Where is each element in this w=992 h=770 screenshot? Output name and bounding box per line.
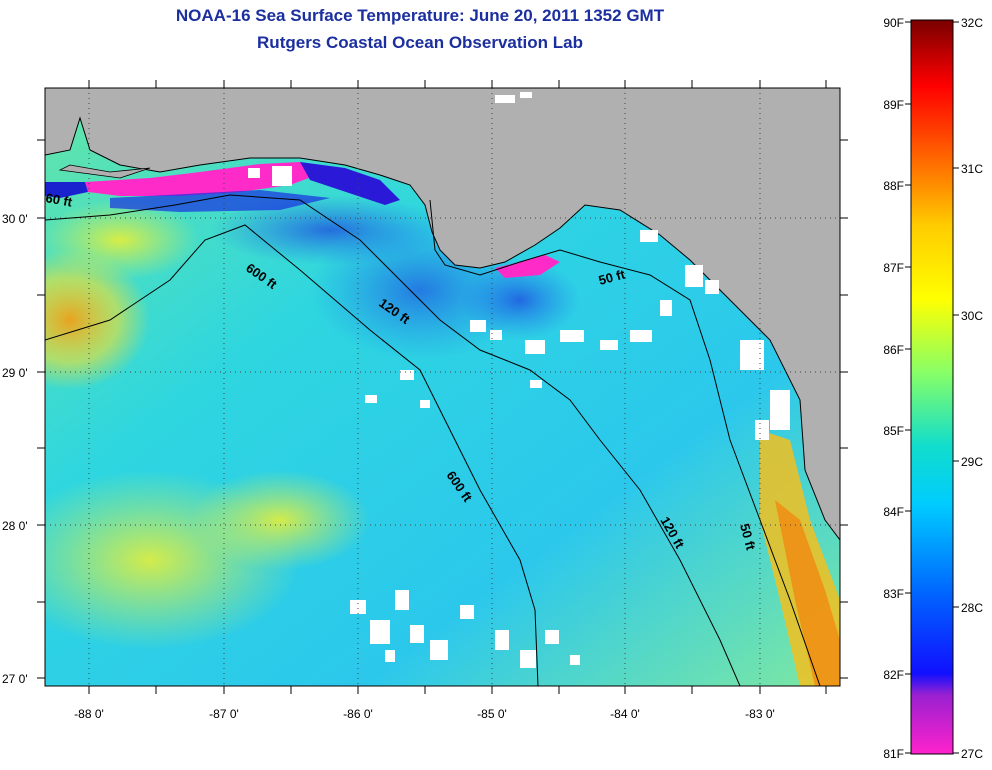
bathymetry-contours	[45, 194, 821, 686]
colorbar-celsius-labels: 32C 31C 30C 29C 28C 27C	[961, 16, 983, 761]
cb-f-label: 82F	[883, 668, 904, 682]
lat-label: 27 0'	[2, 672, 28, 686]
cb-c-label: 32C	[961, 16, 983, 30]
cb-c-label: 28C	[961, 601, 983, 615]
cb-c-label: 30C	[961, 309, 983, 323]
cb-c-label: 31C	[961, 162, 983, 176]
longitude-labels: -88 0' -87 0' -86 0' -85 0' -84 0' -83 0…	[74, 707, 775, 721]
contour-label: 50 ft	[737, 522, 759, 552]
ocean-field	[45, 88, 840, 686]
contour-label: 50 ft	[597, 266, 627, 288]
cb-f-label: 88F	[883, 179, 904, 193]
lon-label: -88 0'	[74, 707, 104, 721]
axis-ticks	[37, 80, 848, 694]
map-frame	[44, 87, 841, 687]
map-title: NOAA-16 Sea Surface Temperature: June 20…	[175, 6, 665, 25]
cb-f-label: 85F	[883, 424, 904, 438]
land-mass	[45, 88, 840, 540]
lat-label: 30 0'	[2, 212, 28, 226]
cb-c-label: 29C	[961, 455, 983, 469]
lat-label: 28 0'	[2, 519, 28, 533]
contour-label: 60 ft	[44, 190, 74, 210]
cb-c-label: 27C	[961, 747, 983, 761]
lon-label: -87 0'	[209, 707, 239, 721]
lon-label: -84 0'	[610, 707, 640, 721]
map-subtitle: Rutgers Coastal Ocean Observation Lab	[257, 33, 583, 52]
colorbar	[910, 19, 954, 755]
cb-f-label: 87F	[883, 261, 904, 275]
latitude-labels: 30 0' 29 0' 28 0' 27 0'	[2, 212, 28, 686]
lat-label: 29 0'	[2, 366, 28, 380]
cb-f-label: 90F	[883, 16, 904, 30]
cb-f-label: 84F	[883, 505, 904, 519]
cb-f-label: 81F	[883, 747, 904, 761]
cb-f-label: 83F	[883, 587, 904, 601]
colorbar-fahrenheit-labels: 90F 89F 88F 87F 86F 85F 84F 83F 82F 81F	[883, 16, 904, 761]
lon-label: -83 0'	[745, 707, 775, 721]
lon-label: -85 0'	[477, 707, 507, 721]
colorbar-ticks	[905, 21, 959, 754]
cb-f-label: 86F	[883, 343, 904, 357]
lon-label: -86 0'	[343, 707, 373, 721]
cb-f-label: 89F	[883, 98, 904, 112]
